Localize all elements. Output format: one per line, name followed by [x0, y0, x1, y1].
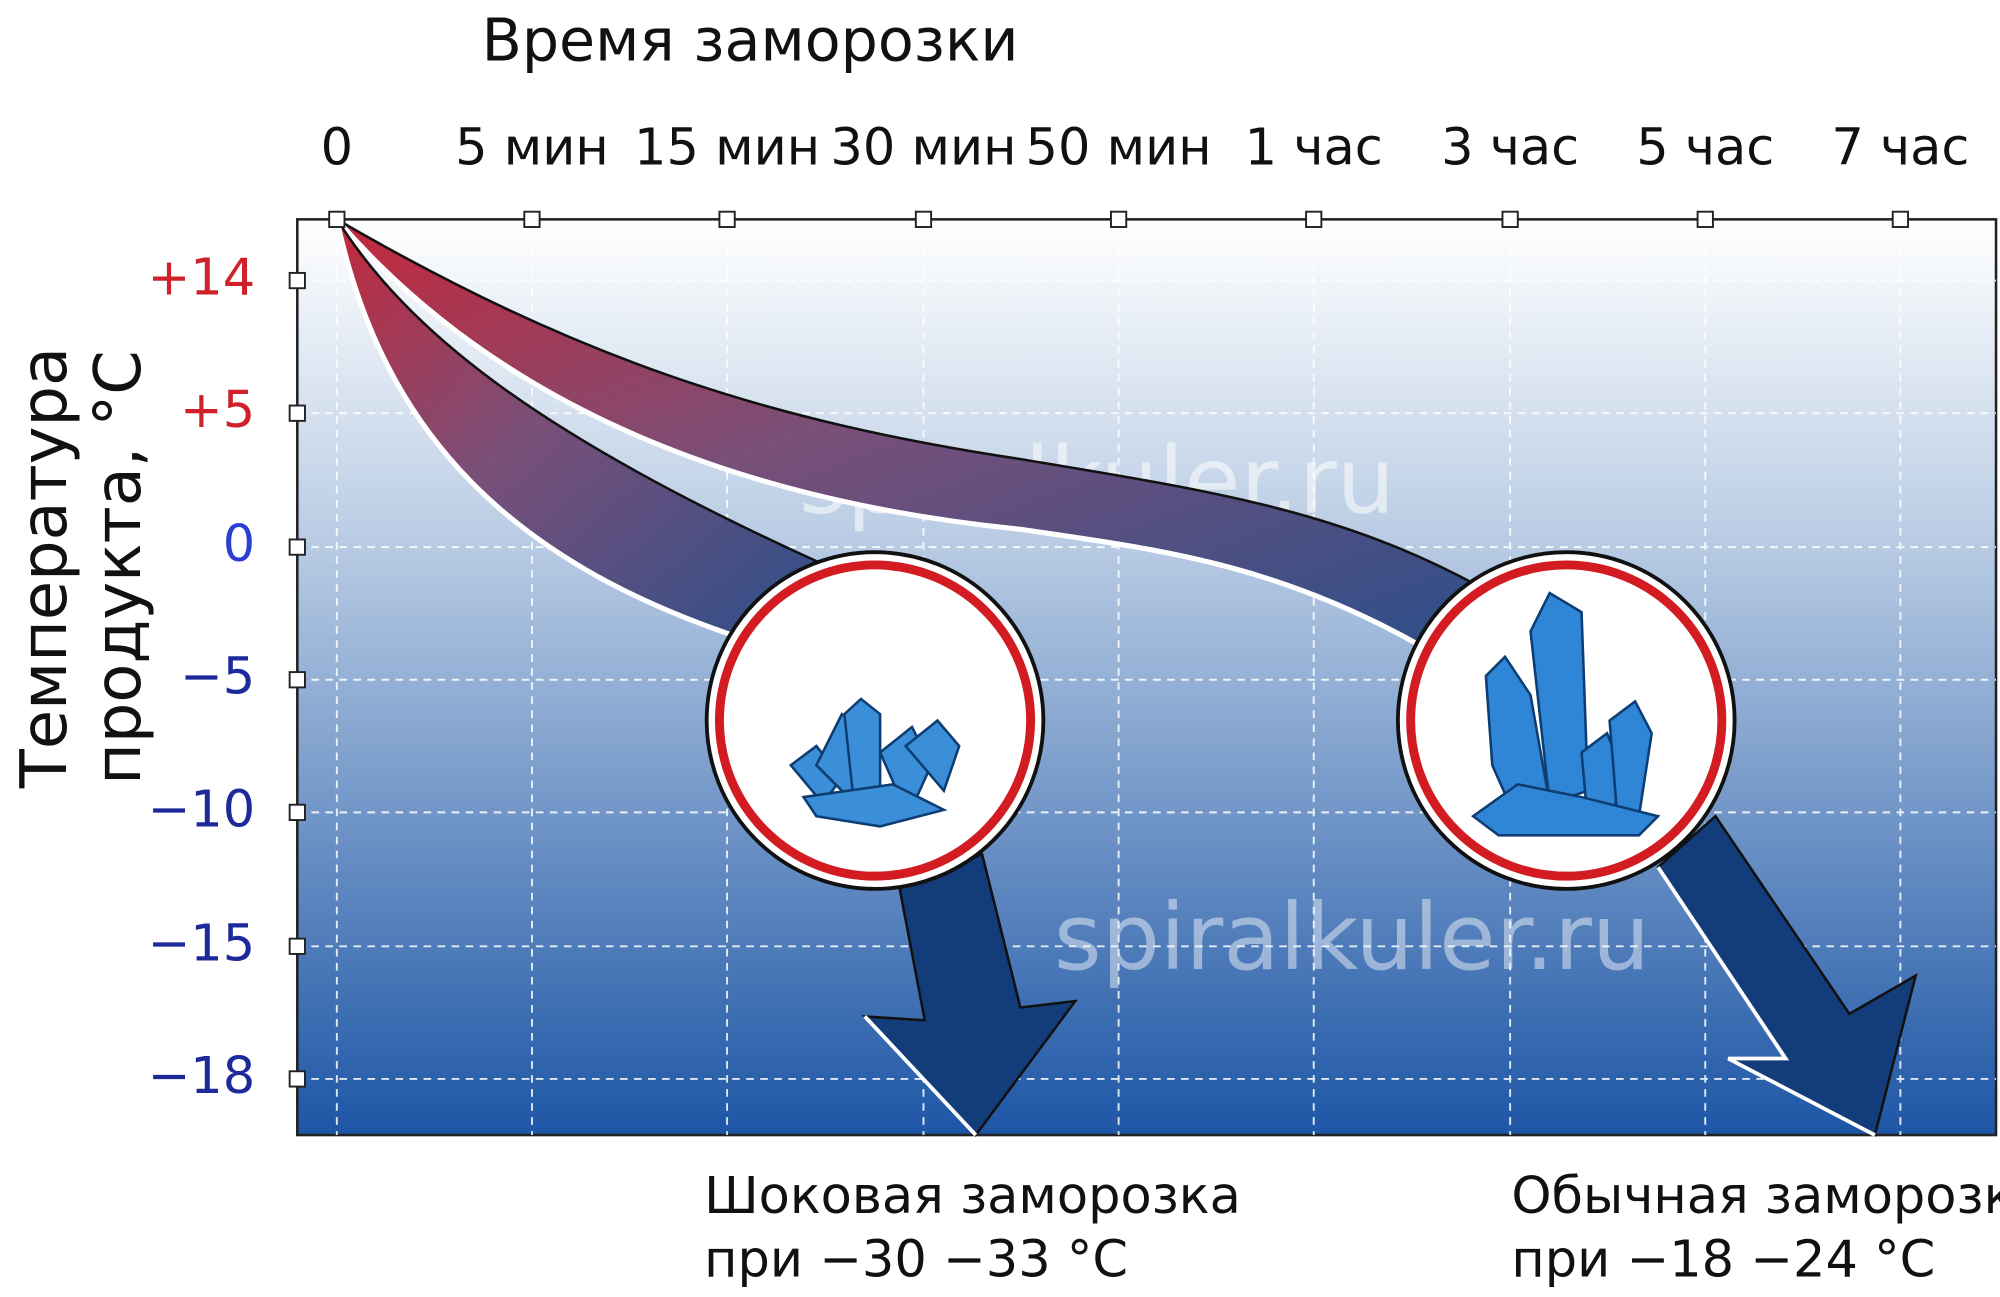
- tick-marker: [1696, 210, 1714, 228]
- y-label: −18: [148, 1047, 256, 1106]
- y-label: −15: [148, 914, 256, 973]
- arrow-edge: [863, 1015, 978, 1137]
- x-label: 50 мин: [1026, 118, 1212, 177]
- y-label: −5: [180, 648, 255, 707]
- annotation-subtitle: при −18 −24 °С: [1511, 1231, 1935, 1290]
- tick-marker: [288, 271, 306, 290]
- band-edge: [334, 218, 741, 641]
- y-label: 0: [223, 515, 255, 574]
- x-label: 30 мин: [830, 118, 1016, 177]
- crystal-badge: [704, 550, 1046, 891]
- title: Время заморозки: [482, 7, 1019, 75]
- y-title-line: Температура: [8, 347, 82, 789]
- annotation-title: Обычная заморозка: [1511, 1167, 2000, 1226]
- x-label: 5 мин: [455, 118, 609, 177]
- x-label: 3 час: [1441, 118, 1579, 177]
- tick-marker: [914, 210, 933, 228]
- band-edge: [334, 217, 1430, 653]
- annotation-subtitle: при −30 −33 °С: [704, 1231, 1128, 1290]
- x-label: 7 час: [1831, 118, 1969, 177]
- tick-marker: [288, 1070, 306, 1088]
- tick-marker: [288, 671, 306, 689]
- crystal-badge: [1395, 550, 1737, 891]
- x-label: 5 час: [1636, 118, 1774, 177]
- x-label: 0: [321, 118, 353, 177]
- y-label: +14: [148, 249, 256, 308]
- tick-marker: [1305, 210, 1323, 228]
- x-label: 1 час: [1245, 118, 1383, 177]
- watermark: spiralkuler.ru: [1054, 884, 1650, 991]
- y-label: −10: [148, 780, 256, 839]
- x-label: 15 мин: [634, 118, 820, 177]
- tick-marker: [1891, 210, 1909, 228]
- tick-marker: [288, 404, 306, 422]
- tick-marker: [1109, 210, 1128, 228]
- arrow: [861, 852, 1079, 1138]
- tick-marker: [288, 803, 306, 821]
- y-axis-title: Температура продукта, °С: [8, 347, 156, 789]
- y-title-line: продукта, °С: [82, 350, 156, 785]
- tick-marker: [523, 210, 541, 228]
- arrow-edge: [1656, 866, 1876, 1137]
- tick-marker: [288, 538, 306, 556]
- tick-marker: [1501, 210, 1519, 228]
- tick-marker: [328, 210, 346, 228]
- y-label: +5: [180, 381, 255, 440]
- tick-marker: [718, 210, 736, 228]
- tick-marker: [288, 937, 306, 955]
- annotation-title: Шоковая заморозка: [704, 1167, 1241, 1226]
